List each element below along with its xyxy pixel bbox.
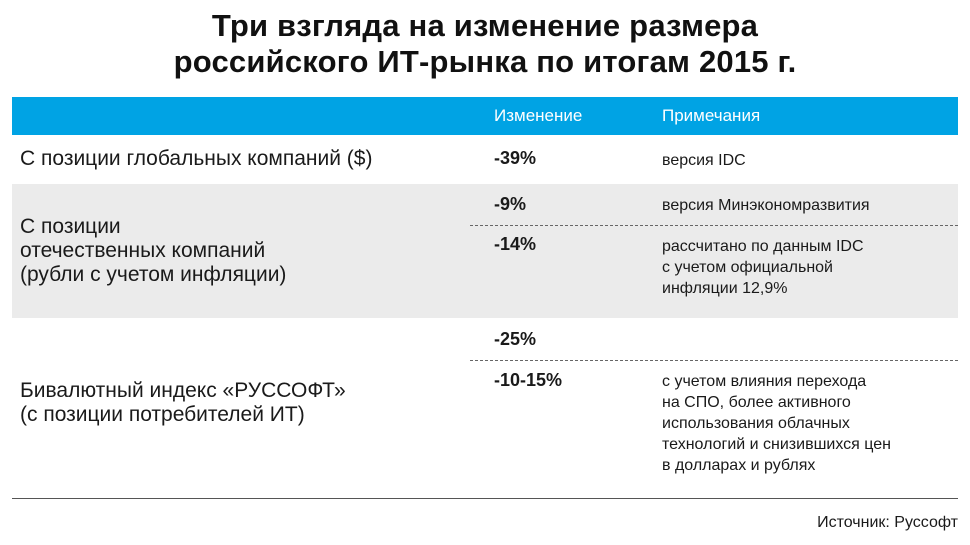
- row-divider: [470, 360, 958, 361]
- note-line: версия Минэкономразвития: [662, 197, 870, 214]
- note-line: версия IDC: [662, 152, 746, 169]
- table-row-bicurrency: Бивалютный индекс «РУССОФТ» (с позиции п…: [12, 318, 958, 498]
- table-row-global: С позиции глобальных компаний ($) -39% в…: [12, 135, 958, 184]
- note-line: в долларах и рублях: [662, 457, 816, 474]
- row-note: рассчитано по данным IDC с учетом официа…: [662, 236, 864, 299]
- header-change: Изменение: [494, 106, 583, 125]
- row-note: с учетом влияния перехода на СПО, более …: [662, 371, 891, 476]
- row-label: С позиции глобальных компаний ($): [20, 147, 372, 171]
- row-divider: [470, 225, 958, 226]
- note-line: с учетом официальной: [662, 259, 833, 276]
- row-label: С позиции отечественных компаний (рубли …: [20, 215, 286, 287]
- row-label-line: (с позиции потребителей ИТ): [20, 403, 305, 426]
- header-notes: Примечания: [662, 106, 761, 125]
- row-value: -9%: [494, 194, 527, 214]
- row-note: версия Минэкономразвития: [662, 195, 870, 216]
- note-line: инфляции 12,9%: [662, 280, 788, 297]
- row-value: -10-15%: [494, 370, 563, 390]
- row-value: -25%: [494, 329, 537, 349]
- note-line: использования облачных: [662, 415, 850, 432]
- table-bottom-rule: [12, 498, 958, 499]
- title-line-1: Три взгляда на изменение размера: [211, 8, 759, 43]
- row-label: Бивалютный индекс «РУССОФТ» (с позиции п…: [20, 379, 346, 427]
- row-label-line: С позиции: [20, 215, 121, 238]
- row-value: -39%: [494, 148, 537, 168]
- row-label-line: С позиции глобальных компаний ($): [20, 147, 373, 170]
- source-caption: Источник: Руссофт: [817, 514, 958, 531]
- row-note: версия IDC: [662, 150, 746, 171]
- table-header: Изменение Примечания: [12, 97, 958, 135]
- page-title: Три взгляда на изменение размера российс…: [0, 8, 970, 80]
- row-value: -14%: [494, 234, 537, 254]
- row-label-line: (рубли с учетом инфляции): [20, 263, 287, 286]
- row-label-line: Бивалютный индекс «РУССОФТ»: [20, 379, 346, 402]
- note-line: на СПО, более активного: [662, 394, 851, 411]
- note-line: технологий и снизившихся цен: [662, 436, 891, 453]
- note-line: с учетом влияния перехода: [662, 373, 867, 390]
- table-row-domestic: С позиции отечественных компаний (рубли …: [12, 184, 958, 318]
- title-line-2: российского ИТ-рынка по итогам 2015 г.: [173, 44, 797, 79]
- note-line: рассчитано по данным IDC: [662, 238, 864, 255]
- row-label-line: отечественных компаний: [20, 239, 266, 262]
